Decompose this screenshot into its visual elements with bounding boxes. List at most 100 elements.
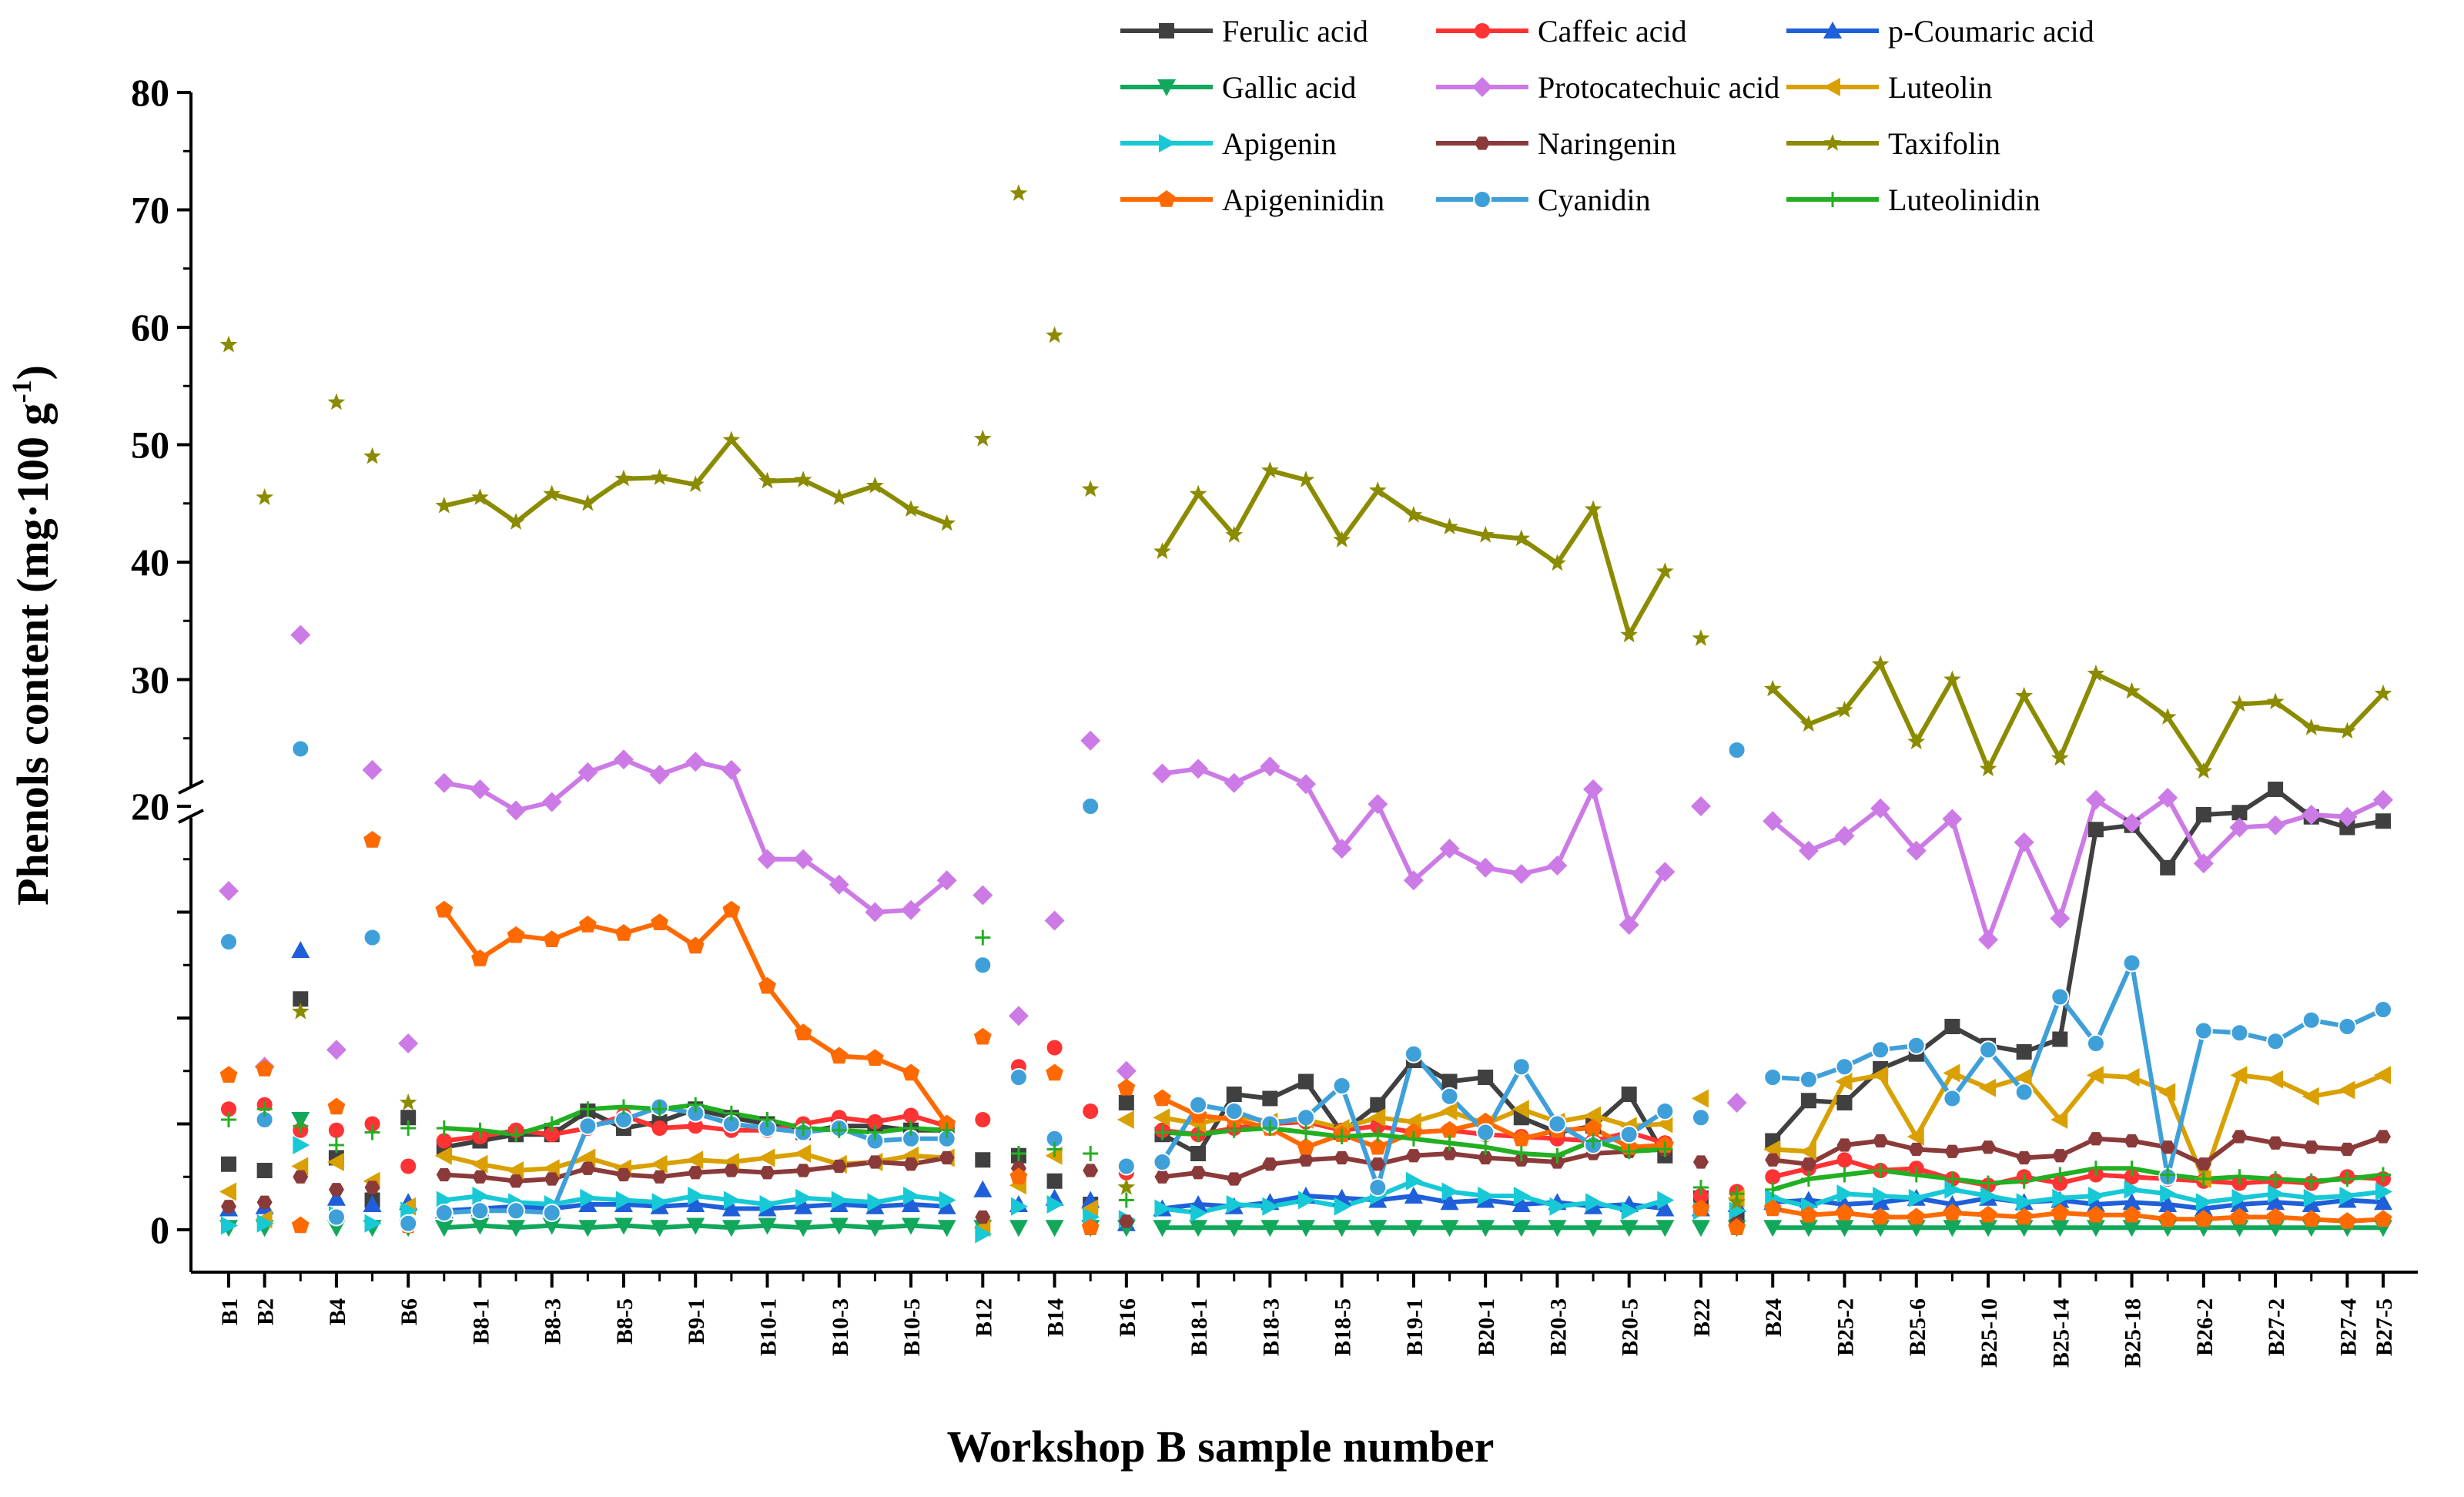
data-point-luteolinidin — [1262, 1120, 1278, 1136]
data-point-taxifolin — [1763, 679, 1782, 697]
data-point-apigenin — [1405, 1171, 1423, 1191]
data-point-gallic-acid — [794, 1220, 813, 1237]
data-point-apigeninidin — [1979, 1205, 1997, 1223]
x-axis-title: Workshop B sample number — [947, 1422, 1495, 1472]
data-point-apigeninidin — [578, 916, 597, 933]
data-point-protocatechuic-acid — [1583, 779, 1604, 799]
data-point-apigeninidin — [2087, 1205, 2105, 1223]
data-point-apigenin — [293, 1136, 310, 1154]
data-point-protocatechuic-acid — [2265, 815, 2286, 836]
data-point-ferulic-acid — [1370, 1097, 1386, 1113]
data-point-taxifolin — [902, 500, 920, 517]
data-point-taxifolin — [1692, 629, 1710, 646]
data-point-ferulic-acid — [1226, 1087, 1242, 1102]
data-point-cyanidin — [1224, 1102, 1244, 1120]
data-point-taxifolin — [1476, 525, 1495, 543]
data-point-protocatechuic-acid — [1726, 1093, 1747, 1113]
data-point-luteolin — [1835, 1072, 1853, 1091]
data-point-luteolin — [434, 1146, 452, 1165]
data-point-luteolinidin — [1010, 1146, 1026, 1161]
legend-item-taxifolin: Taxifolin — [1786, 126, 2000, 161]
series-line-protocatechuic-acid — [1771, 795, 2385, 943]
data-point-protocatechuic-acid — [326, 1040, 346, 1060]
data-point-taxifolin — [1046, 326, 1063, 343]
data-point-gallic-acid — [1943, 1220, 1962, 1237]
data-point-luteolinidin — [2087, 1160, 2104, 1177]
data-point-ferulic-acid — [2087, 822, 2104, 838]
data-point-gallic-acid — [1189, 1220, 1208, 1237]
data-point-cyanidin — [1871, 1040, 1890, 1060]
data-point-cyanidin — [1009, 1068, 1028, 1087]
data-point-apigeninidin — [1153, 1089, 1171, 1107]
data-point-naringenin — [1262, 1157, 1278, 1171]
data-point-luteolinidin — [364, 1124, 380, 1140]
data-point-gallic-acid — [1297, 1220, 1315, 1237]
data-point-taxifolin — [1117, 1178, 1136, 1195]
x-tick-label: B25-18 — [2121, 1298, 2146, 1368]
data-point-taxifolin — [2231, 695, 2248, 712]
data-point-apigeninidin — [902, 1063, 920, 1081]
data-point-taxifolin — [1009, 184, 1028, 201]
x-tick-label: B18-5 — [1331, 1298, 1356, 1356]
data-point-apigenin — [2052, 1188, 2070, 1207]
data-point-taxifolin — [722, 430, 741, 448]
data-point-naringenin — [2087, 1132, 2104, 1146]
data-point-caffeic-acid — [328, 1122, 344, 1138]
data-point-luteolinidin — [1621, 1144, 1637, 1160]
data-point-luteolinidin — [508, 1127, 524, 1143]
data-point-luteolin — [2086, 1066, 2104, 1085]
data-point-apigenin — [1980, 1187, 1998, 1205]
data-point-protocatechuic-acid — [721, 759, 742, 780]
data-point-taxifolin — [758, 471, 776, 489]
legend-item-p-coumaric-acid: p-Coumaric acid — [1786, 14, 2094, 49]
data-point-gallic-acid — [902, 1217, 921, 1235]
data-point-cyanidin — [1691, 1108, 1710, 1127]
data-point-caffeic-acid — [2124, 1169, 2140, 1185]
data-point-luteolinidin — [2231, 1169, 2248, 1185]
data-point-apigenin — [1908, 1188, 1926, 1207]
x-tick-label: B27-5 — [2372, 1298, 2397, 1356]
data-point-luteolinidin — [1980, 1175, 1997, 1191]
data-point-luteolinidin — [1046, 1141, 1063, 1157]
data-point-p-coumaric-acid — [326, 1188, 346, 1206]
data-point-taxifolin — [2051, 748, 2069, 766]
data-point-apigenin — [2375, 1182, 2392, 1201]
data-point-apigeninidin — [794, 1023, 812, 1040]
data-point-protocatechuic-acid — [1798, 840, 1819, 861]
data-point-luteolinidin — [1154, 1124, 1170, 1140]
legend-swatch-marker — [1825, 192, 1840, 207]
data-point-taxifolin — [2015, 686, 2034, 704]
data-point-luteolinidin — [1944, 1171, 1960, 1187]
data-point-ferulic-acid — [1262, 1090, 1278, 1107]
data-point-luteolinidin — [293, 1118, 309, 1134]
data-point-luteolinidin — [400, 1120, 417, 1136]
data-point-luteolinidin — [1478, 1139, 1494, 1155]
data-point-protocatechuic-acid — [685, 752, 706, 772]
data-point-taxifolin — [1836, 701, 1853, 718]
legend-label: Ferulic acid — [1222, 14, 1368, 49]
data-point-protocatechuic-acid — [936, 870, 957, 891]
x-tick-label: B24 — [1761, 1298, 1786, 1337]
data-point-apigenin — [1873, 1187, 1890, 1205]
data-point-gallic-acid — [1584, 1220, 1603, 1237]
data-point-apigeninidin — [973, 1027, 992, 1045]
data-point-naringenin — [544, 1172, 560, 1186]
data-point-gallic-acid — [2086, 1220, 2105, 1237]
legend-swatch-marker — [1823, 134, 1842, 151]
data-point-gallic-acid — [1979, 1220, 1998, 1237]
data-point-cyanidin — [326, 1207, 346, 1227]
data-point-taxifolin — [2087, 664, 2105, 682]
data-point-luteolinidin — [472, 1122, 488, 1138]
data-point-caffeic-acid — [651, 1120, 668, 1136]
data-point-apigeninidin — [651, 913, 669, 930]
data-point-taxifolin — [1979, 759, 1997, 777]
data-point-taxifolin — [543, 484, 561, 502]
data-point-luteolin — [1081, 1199, 1099, 1218]
data-point-taxifolin — [1620, 625, 1639, 643]
data-point-luteolinidin — [2195, 1171, 2211, 1187]
data-point-apigeninidin — [543, 930, 561, 947]
data-point-gallic-acid — [1153, 1220, 1172, 1237]
x-tick-label: B27-2 — [2264, 1298, 2289, 1356]
data-point-naringenin — [1873, 1134, 1889, 1148]
x-tick-label: B27-4 — [2335, 1298, 2361, 1356]
